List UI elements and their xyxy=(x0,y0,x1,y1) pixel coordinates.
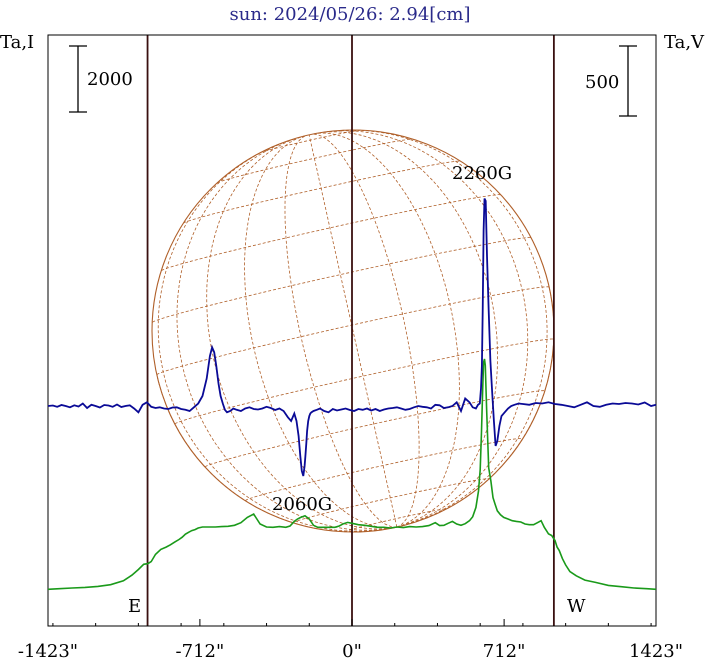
disk-meridian xyxy=(327,130,529,528)
disk-parallel xyxy=(292,478,490,523)
annotation-2260g: 2260G xyxy=(452,163,512,184)
right-axis-label: Ta,V xyxy=(664,32,705,53)
series-stokes-v xyxy=(47,198,657,477)
x-tick-label: -712" xyxy=(176,641,225,662)
disk-meridian xyxy=(316,131,499,528)
left-scale-label: 2000 xyxy=(87,69,133,90)
left-axis-label: Ta,I xyxy=(0,32,34,53)
x-axis-ticks: -1423" -712" 0" 712" 1423" xyxy=(18,619,683,662)
annotation-2060g: 2060G xyxy=(272,494,332,515)
disk-meridian xyxy=(311,133,420,528)
limb-label-west: W xyxy=(567,596,586,617)
right-scale-label: 500 xyxy=(585,72,619,93)
disk-parallel xyxy=(161,194,501,271)
vertical-lines xyxy=(146,35,555,626)
disk-parallel xyxy=(244,438,523,501)
disk-meridian xyxy=(396,287,555,528)
disk-parallel xyxy=(183,160,461,224)
disk-meridian xyxy=(284,135,397,528)
disk-parallel xyxy=(260,129,361,153)
x-tick-label: 1423" xyxy=(629,641,683,662)
disk-meridian xyxy=(314,132,460,528)
disk-parallel xyxy=(204,390,546,468)
disk-meridian xyxy=(206,136,397,530)
x-tick-label: -1423" xyxy=(18,641,78,662)
series-stokes-i xyxy=(47,358,657,591)
disk-parallel xyxy=(174,338,555,425)
disk-meridian xyxy=(244,135,397,529)
disk-meridian xyxy=(157,143,397,532)
disk-meridian xyxy=(308,134,398,528)
scale-bars: 2000 500 xyxy=(69,45,637,117)
disk-parallel xyxy=(216,138,413,184)
limb-label-east: E xyxy=(128,596,141,617)
disk-meridian xyxy=(339,129,548,528)
solar-disk-grid xyxy=(151,129,555,533)
disk-parallel xyxy=(152,237,531,323)
disk-meridian xyxy=(176,139,397,531)
x-tick-label: 712" xyxy=(483,641,526,662)
chart-title: sun: 2024/05/26: 2.94[cm] xyxy=(229,4,470,25)
x-tick-label: 0" xyxy=(342,641,362,662)
